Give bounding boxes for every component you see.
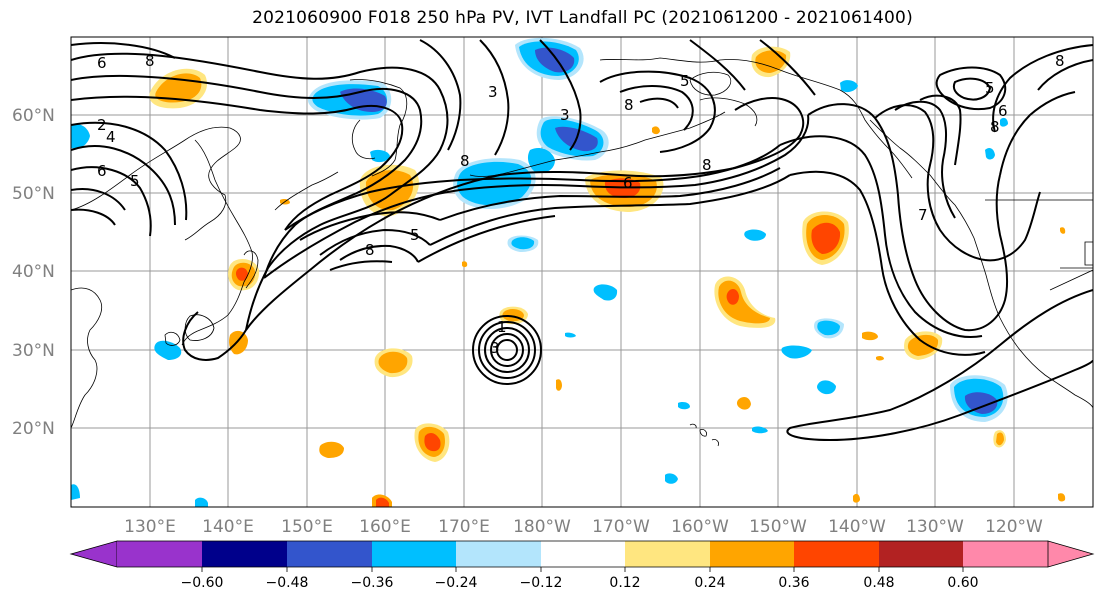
contour-label: 6 xyxy=(97,54,107,72)
colorbar-segment xyxy=(287,541,372,567)
colorbar-segment xyxy=(1047,540,1095,568)
lat-label: 50°N xyxy=(12,184,55,204)
contour-label: 8 xyxy=(460,152,470,170)
longitude-labels: 130°E 140°E 150°E 160°E 170°E 180°W 170°… xyxy=(124,517,1043,537)
contour-label: 8 xyxy=(145,52,155,70)
contour-label: 5 xyxy=(985,79,995,97)
contour-label: 3 xyxy=(488,83,498,101)
colorbar-segment xyxy=(625,541,710,567)
contour-label: 1 xyxy=(497,318,507,336)
colorbar-segment xyxy=(963,541,1048,567)
lon-label: 150°E xyxy=(281,517,333,537)
lat-label: 30°N xyxy=(12,341,55,361)
map-background xyxy=(71,37,1093,507)
colorbar-tick-label: 0.12 xyxy=(609,575,640,591)
contour-label: 8 xyxy=(365,241,375,259)
colorbar-tick-label: −0.24 xyxy=(435,575,478,591)
lon-label: 160°E xyxy=(359,517,411,537)
lon-label: 120°W xyxy=(985,517,1043,537)
colorbar-tick-label: 0.36 xyxy=(778,575,809,591)
contour-label: 5 xyxy=(130,172,140,190)
colorbar: −0.60 −0.48 −0.36 −0.24 −0.12 0.12 0.24 … xyxy=(69,540,1095,591)
colorbar-tick-label: −0.12 xyxy=(520,575,563,591)
colorbar-segment xyxy=(879,541,963,567)
contour-label: 8 xyxy=(1055,52,1065,70)
contour-label: 2 xyxy=(97,116,107,134)
contour-label: 7 xyxy=(918,206,928,224)
colorbar-tick-label: −0.48 xyxy=(266,575,309,591)
lon-label: 180°W xyxy=(513,517,571,537)
colorbar-segment xyxy=(541,541,625,567)
colorbar-segment xyxy=(710,541,794,567)
colorbar-segment xyxy=(202,541,287,567)
colorbar-tick-label: 0.60 xyxy=(947,575,978,591)
colorbar-tick-label: −0.36 xyxy=(351,575,394,591)
contour-label: 5 xyxy=(410,226,420,244)
contour-label: 8 xyxy=(990,118,1000,136)
lon-label: 170°W xyxy=(592,517,650,537)
colorbar-segment xyxy=(456,541,541,567)
colorbar-tick-label: 0.48 xyxy=(863,575,894,591)
lat-label: 40°N xyxy=(12,262,55,282)
latitude-labels: 60°N 50°N 40°N 30°N 20°N xyxy=(12,106,55,439)
contour-label: 4 xyxy=(106,128,116,146)
lon-label: 150°W xyxy=(749,517,807,537)
lon-label: 170°E xyxy=(438,517,490,537)
contour-label: 6 xyxy=(998,102,1008,120)
contour-label: 6 xyxy=(623,174,633,192)
pv-contours xyxy=(71,39,1093,442)
lon-label: 140°W xyxy=(828,517,886,537)
lon-label: 130°W xyxy=(906,517,964,537)
colorbar-segment xyxy=(117,541,202,567)
lon-label: 140°E xyxy=(202,517,254,537)
map-border xyxy=(70,36,1094,508)
contour-label: 3 xyxy=(490,339,500,357)
colorbar-segment xyxy=(372,541,456,567)
map-title: 2021060900 F018 250 hPa PV, IVT Landfall… xyxy=(252,8,913,28)
contour-label: 3 xyxy=(560,106,570,124)
lon-label: 130°E xyxy=(124,517,176,537)
contour-labels: 6 8 2 4 6 5 8 3 8 6 8 5 8 3 5 6 8 8 7 1 … xyxy=(97,52,1065,357)
colorbar-tick-label: −0.60 xyxy=(181,575,224,591)
colorbar-segment xyxy=(69,540,118,568)
lat-label: 20°N xyxy=(12,419,55,439)
contour-label: 8 xyxy=(624,96,634,114)
contour-label: 5 xyxy=(680,72,690,90)
contour-label: 8 xyxy=(702,156,712,174)
coastlines xyxy=(71,57,1093,447)
lon-label: 160°W xyxy=(671,517,729,537)
contour-label: 6 xyxy=(97,162,107,180)
colorbar-tick-label: 0.24 xyxy=(694,575,725,591)
colorbar-segment xyxy=(794,541,879,567)
lat-label: 60°N xyxy=(12,106,55,126)
